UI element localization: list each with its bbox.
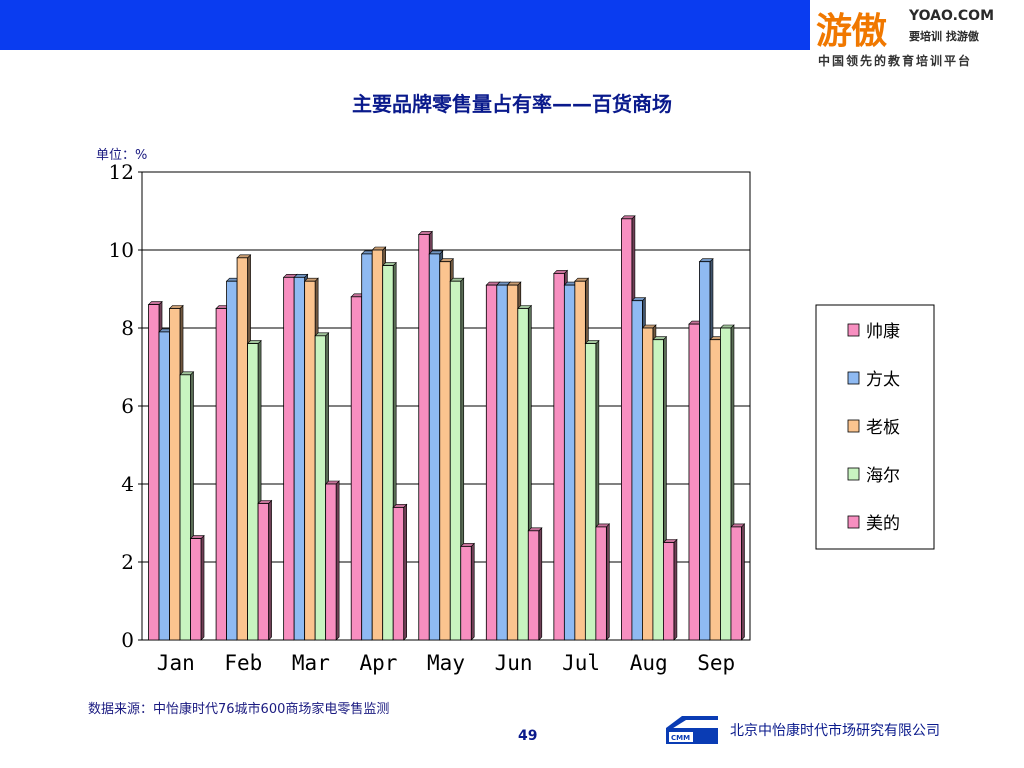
bar-side-Jul-5 bbox=[606, 523, 610, 641]
bar-Aug-5 bbox=[663, 542, 675, 641]
bar-May-1 bbox=[418, 233, 430, 641]
bar-Sep-2 bbox=[699, 261, 711, 641]
bar-Feb-5 bbox=[257, 503, 269, 641]
logo-slogan-text: 要培训 找游傲 bbox=[909, 30, 979, 43]
y-tick-label: 12 bbox=[109, 160, 134, 184]
bar-Jun-2 bbox=[496, 284, 508, 641]
bar-Feb-3 bbox=[236, 257, 248, 641]
bar-Jun-4 bbox=[517, 308, 529, 641]
data-source-note: 数据来源：中怡康时代76城市600商场家电零售监测 bbox=[88, 702, 390, 717]
bar-Jun-1 bbox=[485, 284, 498, 641]
bar-side-May-5 bbox=[470, 542, 475, 641]
y-tick-label: 10 bbox=[109, 238, 134, 262]
x-tick-label: May bbox=[427, 651, 465, 675]
legend-label: 海尔 bbox=[866, 466, 900, 486]
legend-swatch bbox=[847, 467, 860, 481]
bar-Sep-5 bbox=[730, 526, 742, 641]
legend bbox=[815, 304, 935, 550]
bar-Mar-1 bbox=[283, 276, 295, 641]
brand-logo[interactable]: 游傲 YOAO.COM 要培训 找游傲 中国领先的教育培训平台 bbox=[810, 0, 1024, 72]
bar-Jan-3 bbox=[169, 308, 181, 641]
bar-Feb-2 bbox=[226, 280, 238, 641]
bar-Jan-1 bbox=[148, 304, 160, 641]
bar-Sep-1 bbox=[688, 323, 700, 641]
bar-Aug-3 bbox=[642, 327, 654, 641]
bar-Mar-3 bbox=[304, 280, 316, 641]
legend-swatch bbox=[847, 323, 860, 337]
page-number: 49 bbox=[518, 728, 538, 744]
slide-title: 主要品牌零售量占有率——百货商场 bbox=[352, 92, 672, 116]
x-tick-label: Apr bbox=[359, 651, 397, 675]
legend-label: 老板 bbox=[866, 418, 900, 438]
logo-url-text: YOAO.COM bbox=[909, 8, 995, 24]
logo-main-text: 游傲 bbox=[816, 11, 887, 52]
y-tick-label: 6 bbox=[121, 394, 134, 418]
bar-Jun-3 bbox=[506, 284, 519, 641]
bar-Jul-4 bbox=[584, 343, 597, 641]
bar-side-Jun-5 bbox=[538, 527, 543, 641]
x-tick-label: Jan bbox=[157, 651, 195, 675]
top-banner bbox=[0, 0, 810, 50]
bar-Apr-4 bbox=[382, 265, 394, 641]
bar-side-Apr-5 bbox=[403, 503, 407, 641]
bar-Apr-2 bbox=[361, 253, 373, 641]
y-tick-label: 4 bbox=[121, 472, 134, 496]
y-tick-label: 8 bbox=[121, 316, 134, 340]
legend-swatch bbox=[847, 419, 860, 433]
bar-Jan-5 bbox=[190, 538, 202, 641]
bar-side-Jan-5 bbox=[200, 534, 205, 641]
cmm-logo-text: CMM bbox=[671, 734, 690, 742]
bar-Mar-5 bbox=[325, 483, 337, 641]
bar-Aug-4 bbox=[652, 339, 664, 641]
legend-label: 方太 bbox=[866, 370, 900, 390]
unit-label: 单位：% bbox=[96, 148, 148, 163]
bar-Jul-2 bbox=[563, 284, 576, 641]
x-tick-label: Feb bbox=[224, 651, 262, 675]
bar-side-Feb-5 bbox=[268, 499, 272, 641]
company-name: 北京中怡康时代市场研究有限公司 bbox=[730, 723, 940, 739]
bar-Sep-4 bbox=[720, 327, 732, 641]
x-tick-label: Mar bbox=[292, 651, 330, 675]
bar-Apr-5 bbox=[392, 506, 405, 641]
legend-swatch bbox=[847, 371, 860, 385]
bar-Mar-4 bbox=[314, 335, 327, 641]
bar-side-Sep-5 bbox=[741, 523, 745, 641]
bar-Apr-1 bbox=[350, 296, 363, 641]
bar-Aug-2 bbox=[631, 300, 643, 641]
bar-side-Aug-5 bbox=[673, 538, 678, 641]
x-tick-label: Aug bbox=[630, 651, 668, 675]
bar-May-4 bbox=[449, 280, 462, 641]
cmm-logo-icon: CMM bbox=[666, 716, 718, 744]
bar-Jul-5 bbox=[595, 526, 607, 641]
bar-Jan-4 bbox=[179, 374, 191, 641]
bar-May-2 bbox=[428, 253, 441, 641]
y-tick-label: 2 bbox=[121, 550, 134, 574]
bar-Mar-2 bbox=[293, 276, 306, 641]
bar-May-5 bbox=[460, 546, 472, 641]
bar-Jul-3 bbox=[574, 280, 586, 641]
bar-May-3 bbox=[439, 261, 451, 641]
bar-Jun-5 bbox=[527, 530, 540, 641]
bar-Aug-1 bbox=[621, 218, 633, 641]
bar-Feb-4 bbox=[247, 343, 259, 641]
bar-side-Mar-5 bbox=[335, 480, 340, 641]
x-tick-label: Jul bbox=[562, 651, 600, 675]
bar-Apr-3 bbox=[371, 249, 384, 641]
legend-label: 帅康 bbox=[866, 322, 900, 342]
legend-label: 美的 bbox=[866, 514, 900, 534]
bar-Jul-1 bbox=[553, 272, 565, 641]
logo-subtitle: 中国领先的教育培训平台 bbox=[818, 54, 973, 68]
bar-Sep-3 bbox=[709, 339, 721, 641]
x-tick-label: Jun bbox=[495, 651, 533, 675]
x-tick-label: Sep bbox=[697, 651, 735, 675]
legend-swatch bbox=[847, 515, 860, 529]
bar-Jan-2 bbox=[158, 331, 170, 641]
y-tick-label: 0 bbox=[121, 628, 134, 652]
bar-Feb-1 bbox=[215, 308, 227, 641]
